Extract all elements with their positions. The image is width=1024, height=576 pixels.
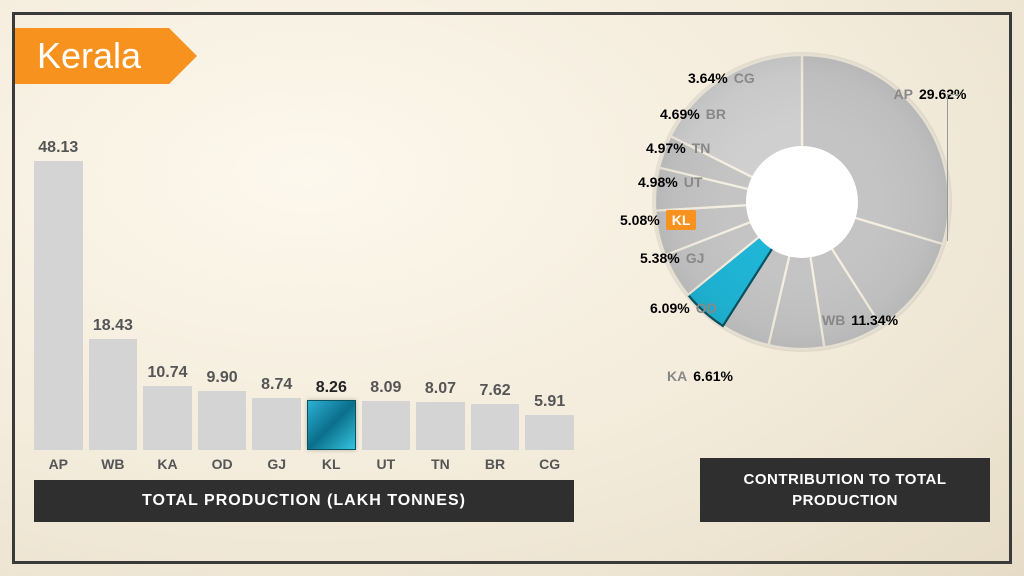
pie-percent: 4.97% <box>646 140 686 156</box>
pie-code: WB <box>822 312 845 328</box>
bar-column: 8.07 <box>416 402 465 450</box>
bar-column: 7.62 <box>471 404 520 450</box>
bar: 18.43 <box>89 339 138 450</box>
pie-percent: 4.69% <box>660 106 700 122</box>
pie-code: KL <box>666 210 697 230</box>
donut-title: CONTRIBUTION TO TOTAL PRODUCTION <box>700 458 990 522</box>
bar: 8.74 <box>252 398 301 450</box>
bar-column: 9.90 <box>198 391 247 450</box>
bar: 8.26 <box>307 400 356 450</box>
bar-value: 8.26 <box>316 379 347 397</box>
bar-value: 48.13 <box>38 139 78 157</box>
donut-center <box>746 146 858 258</box>
pie-percent: 5.08% <box>620 212 660 228</box>
pie-label: 4.97% TN <box>646 140 710 156</box>
pie-code: TN <box>692 140 711 156</box>
bar: 8.09 <box>362 401 411 450</box>
bar: 8.07 <box>416 402 465 450</box>
bar-label: KA <box>143 456 192 472</box>
bar-label: KL <box>307 456 356 472</box>
bar: 7.62 <box>471 404 520 450</box>
bar-label: BR <box>471 456 520 472</box>
pie-code: OD <box>696 300 717 316</box>
pie-label: 5.38% GJ <box>640 250 704 266</box>
pie-code: UT <box>684 174 703 190</box>
bar-column: 8.09 <box>362 401 411 450</box>
bar-label: OD <box>198 456 247 472</box>
pie-label: 3.64% CG <box>688 70 755 86</box>
pie-percent: 3.64% <box>688 70 728 86</box>
bar-column: 8.26 <box>307 400 356 450</box>
pie-percent: 5.38% <box>640 250 680 266</box>
bar-value: 10.74 <box>147 364 187 382</box>
title-banner: Kerala <box>15 28 169 84</box>
bar-label: WB <box>89 456 138 472</box>
pie-label: 4.98% UT <box>638 174 702 190</box>
pie-label: WB 11.34% <box>822 312 898 328</box>
pie-percent: 4.98% <box>638 174 678 190</box>
pie-percent: 6.09% <box>650 300 690 316</box>
bar-chart-xaxis: AP WB KA OD GJ KL UT TN BR CG <box>34 456 574 472</box>
bar: 10.74 <box>143 386 192 450</box>
bar: 48.13 <box>34 161 83 450</box>
bar-label: TN <box>416 456 465 472</box>
bar-value: 8.74 <box>261 376 292 394</box>
pie-label: 4.69% BR <box>660 106 726 122</box>
pie-code: KA <box>667 368 687 384</box>
bar: 5.91 <box>525 415 574 450</box>
bar-column: 48.13 <box>34 161 83 450</box>
bar-value: 8.07 <box>425 380 456 398</box>
pie-code: AP <box>894 86 913 102</box>
bar-label: CG <box>525 456 574 472</box>
bar-column: 10.74 <box>143 386 192 450</box>
pie-label: 6.09% OD <box>650 300 717 316</box>
bar-value: 9.90 <box>207 369 238 387</box>
pie-label: 5.08% KL <box>620 210 696 230</box>
pie-percent: 11.34% <box>851 312 898 328</box>
bar-column: 18.43 <box>89 339 138 450</box>
pie-label: KA 6.61% <box>667 368 733 384</box>
bar-label: GJ <box>252 456 301 472</box>
bar-value: 7.62 <box>479 382 510 400</box>
bar-label: UT <box>362 456 411 472</box>
pie-code: GJ <box>686 250 705 266</box>
bar-value: 5.91 <box>534 393 565 411</box>
bar-column: 8.74 <box>252 398 301 450</box>
bar-value: 8.09 <box>370 379 401 397</box>
title-text: Kerala <box>37 35 141 77</box>
pie-code: BR <box>706 106 726 122</box>
pie-code: CG <box>734 70 755 86</box>
bar-chart-title: TOTAL PRODUCTION (LAKH TONNES) <box>34 480 574 522</box>
pie-percent: 6.61% <box>693 368 733 384</box>
bar-chart-area: 48.1318.4310.749.908.748.268.098.077.625… <box>34 120 574 450</box>
bar-label: AP <box>34 456 83 472</box>
bar-column: 5.91 <box>525 415 574 450</box>
bar-value: 18.43 <box>93 317 133 335</box>
bar: 9.90 <box>198 391 247 450</box>
